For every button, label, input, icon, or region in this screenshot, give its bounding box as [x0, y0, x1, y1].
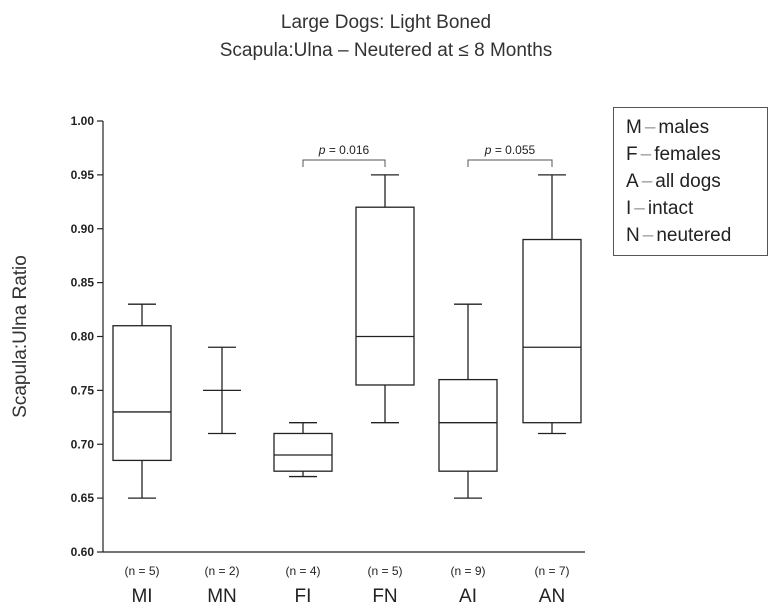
box-AN	[522, 174, 582, 435]
category-label: FN	[372, 586, 397, 607]
chart-title: Large Dogs: Light Boned	[280, 12, 492, 33]
sample-count: (n = 7)	[534, 564, 569, 578]
chart-subtitle: Scapula:Ulna – Neutered at ≤ 8 Months	[219, 40, 553, 61]
box-AI	[438, 303, 498, 499]
legend-entry: A – all dogs	[626, 171, 721, 192]
bracket-line	[467, 159, 553, 167]
category-label: FI	[295, 586, 312, 607]
sample-count: (n = 5)	[367, 564, 402, 578]
legend-entry: M – males	[626, 117, 710, 138]
significance-bracket: p = 0.055	[467, 143, 553, 167]
bracket-line	[302, 159, 386, 167]
legend-entry: F – females	[626, 144, 721, 165]
y-tick-label: 0.70	[71, 437, 95, 451]
sample-count: (n = 9)	[450, 564, 485, 578]
y-tick-label: 0.65	[71, 491, 95, 505]
y-tick-label: 0.90	[71, 222, 95, 236]
category-label: AI	[459, 586, 477, 607]
legend-entry: I – intact	[626, 198, 694, 219]
sample-count: (n = 2)	[204, 564, 239, 578]
y-tick-label: 0.95	[71, 168, 95, 182]
y-tick-label: 1.00	[71, 114, 95, 128]
p-value-label: p = 0.055	[484, 143, 536, 157]
sample-count: (n = 4)	[285, 564, 320, 578]
y-axis-label: Scapula:Ulna Ratio	[10, 255, 31, 418]
category-label: AN	[539, 586, 565, 607]
y-tick-label: 0.75	[71, 383, 95, 397]
y-tick-label: 0.85	[71, 276, 95, 290]
significance-bracket: p = 0.016	[302, 143, 386, 167]
legend: M – males F – females A – all dogs I – intact N –…	[613, 107, 768, 256]
y-tick-label: 0.80	[71, 330, 95, 344]
box-MN	[203, 346, 241, 435]
box-iqr	[438, 378, 498, 472]
box-iqr	[112, 325, 172, 462]
box-MI	[112, 303, 172, 499]
p-value-label: p = 0.016	[318, 143, 370, 157]
box-FI	[273, 422, 333, 478]
legend-entry: N – neutered	[626, 225, 732, 246]
box-iqr	[273, 432, 333, 472]
box-iqr	[522, 238, 582, 424]
box-iqr	[355, 206, 415, 386]
category-label: MN	[207, 586, 237, 607]
sample-count: (n = 5)	[124, 564, 159, 578]
category-label: MI	[131, 586, 152, 607]
y-tick-label: 0.60	[71, 545, 95, 559]
box-FN	[355, 174, 415, 424]
